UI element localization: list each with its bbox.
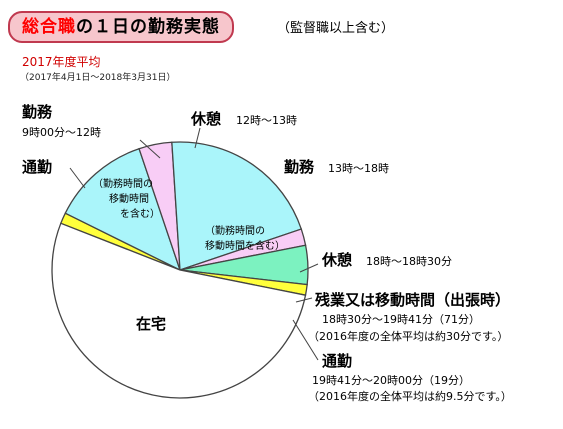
note-work-pm-1: （勤務時間の [205,226,265,237]
leader-line-5 [292,319,319,361]
label-overtime: 残業又は移動時間（出張時） [315,291,511,309]
period-range: （2017年4月1日～2018年3月31日） [20,73,176,83]
time-break-noon: 12時～13時 [236,114,297,127]
title-rest: の１日の勤務実態 [76,17,220,37]
label-work-pm: 勤務 [284,158,315,176]
pie-slice-work_am [64,147,182,272]
label-break-noon: 休憩 [191,110,222,128]
leader-line-4 [295,297,313,303]
leader-line-2 [194,127,201,149]
leader-line-1 [139,139,161,159]
note-overtime: （2016年度の全体平均は約30分です。） [308,330,509,343]
label-home: 在宅 [136,315,167,333]
chart-title: 総合職の１日の勤務実態 [8,11,234,43]
chart-subtitle: （監督職以上含む） [277,21,395,36]
time-work-pm: 13時～18時 [328,162,389,175]
time-overtime: 18時30分～19時41分（71分） [322,313,480,326]
pie-slice-work_pm [171,141,303,271]
note-work-am-1: （勤務時間の [93,179,153,190]
note-work-am-3: を含む） [120,209,160,220]
time-commute-pm: 19時41分～20時00分（19分） [312,374,470,387]
note-commute-pm: （2016年度の全体平均は約9.5分です。） [308,390,512,403]
label-break-eve: 休憩 [322,251,353,269]
note-work-pm-2: 移動時間を含む） [205,241,285,252]
note-work-am-2: 移動時間 [109,194,149,205]
label-commute-pm: 通勤 [322,352,353,370]
time-work-am: 9時00分～12時 [22,126,101,139]
period-label: 2017年度平均 [22,55,101,69]
pie-slice-home [51,222,307,399]
label-commute-am: 通勤 [22,158,53,176]
title-highlight: 総合職 [22,17,76,37]
leader-line-3 [299,263,319,273]
leader-line-0 [69,167,86,189]
time-break-eve: 18時～18時30分 [366,255,452,268]
label-work-am: 勤務 [22,103,53,121]
